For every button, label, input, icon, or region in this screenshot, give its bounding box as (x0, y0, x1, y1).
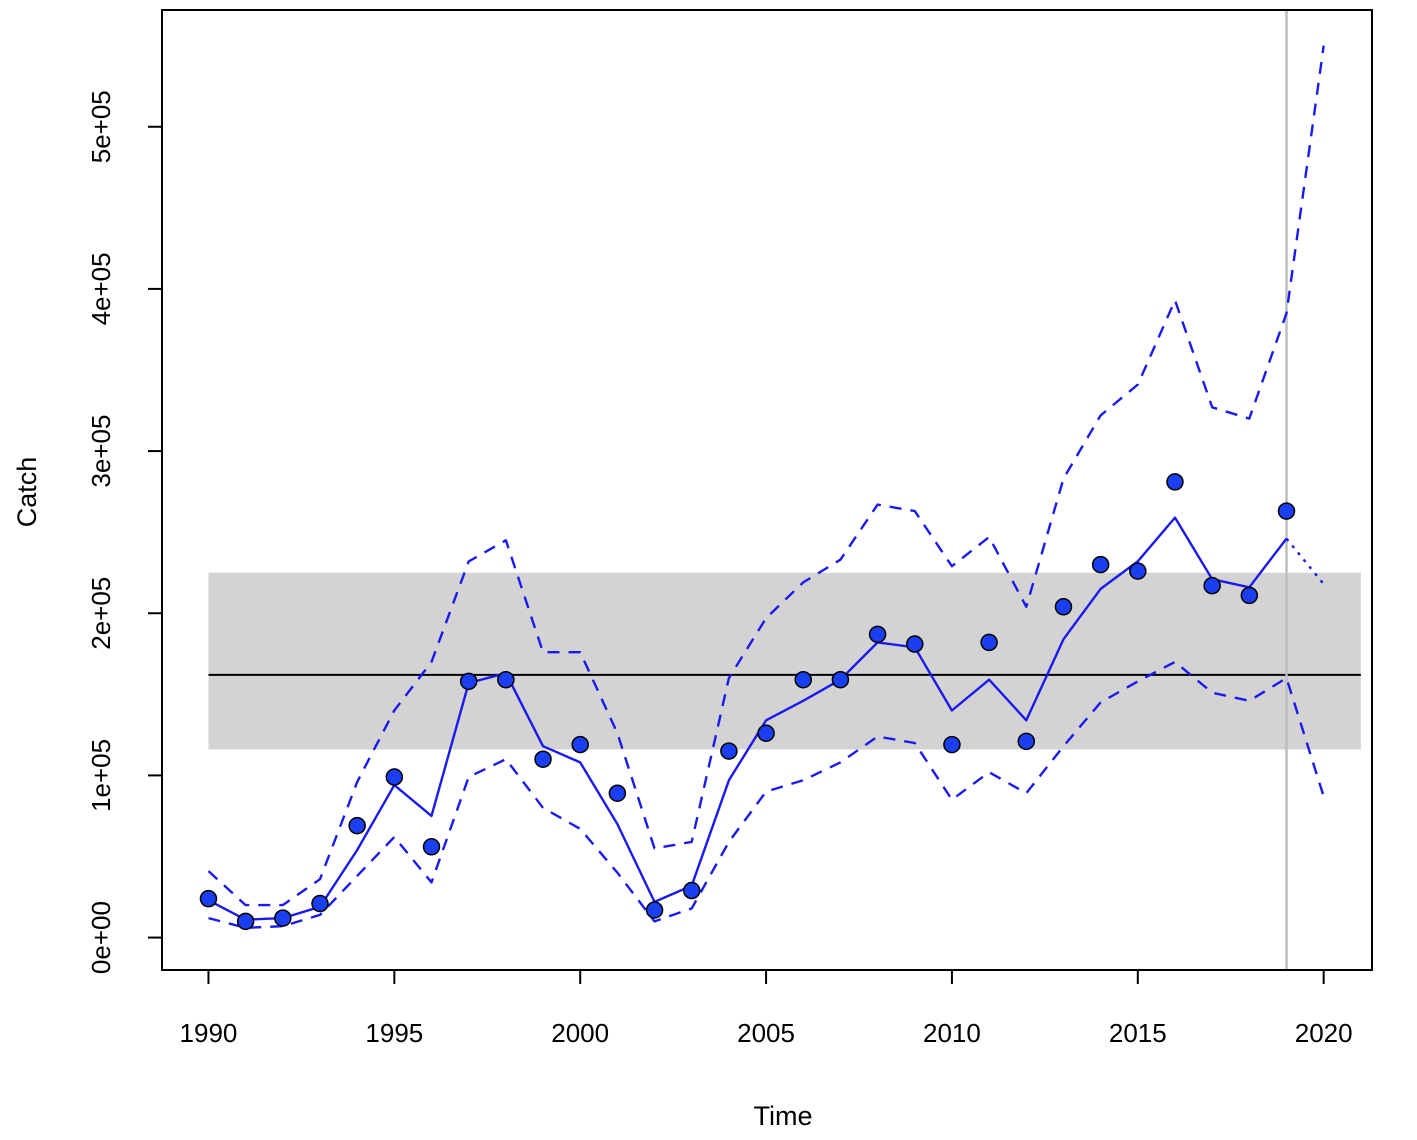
data-point (831, 670, 850, 689)
data-point (236, 912, 255, 931)
axes: 1990 1995 2000 2005 2010 2015 2020 0e+00 1e+05 2e… (86, 9, 1373, 1048)
data-point (645, 901, 664, 919)
data-point (1129, 562, 1147, 580)
x-tick-label: 1990 (180, 1018, 238, 1048)
data-point (980, 633, 998, 652)
series-line-upper-bound (207, 45, 1325, 907)
data-point (1017, 732, 1036, 751)
data-point (943, 735, 961, 754)
x-axis-label: Time (754, 1101, 813, 1131)
data-point (1240, 586, 1259, 605)
data-point (794, 670, 812, 689)
data-point (1091, 555, 1110, 574)
data-point (459, 672, 478, 691)
x-tick-label: 2020 (1295, 1018, 1353, 1048)
x-tick-label: 2005 (737, 1018, 795, 1048)
data-point (311, 894, 329, 913)
reference-band (208, 572, 1361, 750)
data-point (1166, 473, 1184, 491)
data-point (385, 768, 404, 786)
plot-area (199, 10, 1361, 970)
y-tick-label: 4e+05 (86, 252, 116, 325)
data-point (757, 724, 775, 742)
data-point (868, 625, 887, 644)
x-tick-label: 2010 (923, 1018, 981, 1048)
data-point (422, 838, 441, 856)
data-point (348, 816, 366, 835)
x-tick-label: 2015 (1109, 1018, 1167, 1048)
data-point (906, 635, 924, 653)
data-point (274, 909, 292, 927)
series-line-fitted (207, 516, 1288, 921)
data-point (682, 881, 701, 900)
data-point (1277, 502, 1296, 520)
data-point (1203, 576, 1221, 595)
plot-frame (161, 9, 1373, 971)
y-axis-label: Catch (12, 457, 42, 528)
data-point (720, 742, 738, 760)
data-point (497, 670, 515, 689)
y-tick-label: 0e+00 (86, 901, 116, 974)
x-tick-label: 1995 (365, 1018, 423, 1048)
data-point (571, 735, 589, 754)
y-tick-label: 2e+05 (86, 577, 116, 650)
y-tick-label: 3e+05 (86, 415, 116, 488)
series-line-forecast (1285, 537, 1325, 585)
data-point (608, 784, 627, 802)
data-point (199, 889, 218, 908)
data-point (534, 750, 552, 768)
y-tick-label: 5e+05 (86, 90, 116, 163)
x-tick-label: 2000 (551, 1018, 609, 1048)
data-point (1054, 598, 1073, 616)
y-tick-label: 1e+05 (86, 739, 116, 812)
